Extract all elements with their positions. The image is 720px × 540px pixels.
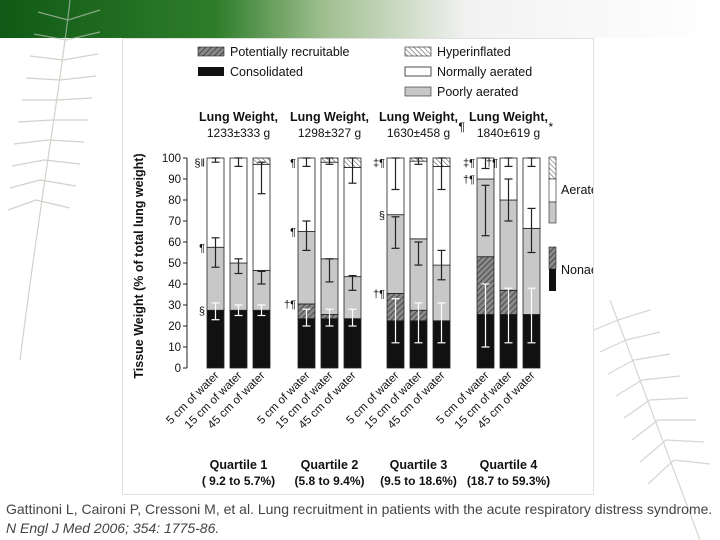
nonaerated-swatch-recruitable — [548, 246, 557, 270]
citation: Gattinoni L, Caironi P, Cressoni M, et a… — [6, 500, 714, 538]
group-weight-label: Lung Weight, — [469, 110, 548, 124]
quartile-label: Quartile 3 — [390, 458, 448, 472]
group-weight-mark: ¶ — [459, 120, 465, 134]
y-tick-label: 10 — [168, 342, 181, 354]
legend-swatch-recruitable — [197, 46, 225, 57]
quartile-label: Quartile 4 — [480, 458, 538, 472]
y-tick-label: 40 — [168, 279, 181, 291]
significance-mark-top: §‖ — [194, 157, 205, 169]
quartile-label: Quartile 1 — [210, 458, 268, 472]
legend-swatch-poorly-aerated — [404, 86, 432, 97]
significance-mark-low: †¶ — [373, 289, 385, 301]
y-tick-label: 70 — [168, 216, 181, 228]
significance-mark-top: ‡¶ — [463, 157, 475, 169]
legend-label-normally-aerated: Normally aerated — [437, 65, 532, 79]
legend-item-potentially-recruitable: Potentially recruitable — [197, 45, 350, 59]
group-weight-mark: * — [549, 120, 554, 134]
y-tick-label: 100 — [162, 153, 181, 165]
group-weight-value: 1233±333 g — [207, 126, 270, 140]
group-weight-label: Lung Weight, — [290, 110, 369, 124]
tissue-weight-chart: Potentially recruitable Consolidated Hyp… — [132, 45, 593, 488]
y-tick-label: 80 — [168, 195, 181, 207]
legend-item-poorly-aerated: Poorly aerated — [404, 85, 518, 99]
significance-mark-mid: ¶ — [199, 242, 205, 254]
significance-mark-low: †¶ — [284, 299, 296, 311]
bar-segment-normal — [409, 160, 428, 240]
legend-label-poorly-aerated: Poorly aerated — [437, 85, 518, 99]
group-weight-label: Lung Weight, — [379, 110, 458, 124]
y-tick-label: 0 — [175, 363, 181, 375]
fern-decoration-right — [593, 300, 711, 540]
group-weight-label: Lung Weight, — [199, 110, 278, 124]
quartile-range: (18.7 to 59.3%) — [467, 474, 550, 488]
legend-label-aerated: Aerated — [561, 183, 593, 197]
legend-top: Potentially recruitable Consolidated Hyp… — [197, 45, 532, 99]
quartile-range: (9.5 to 18.6%) — [380, 474, 457, 488]
quartile-label: Quartile 2 — [301, 458, 359, 472]
bar-segment-normal — [343, 167, 362, 278]
legend-label-consolidated: Consolidated — [230, 65, 303, 79]
legend-swatch-hyperinflated — [404, 46, 432, 57]
significance-mark-top: †¶ — [486, 157, 498, 169]
header-gradient-band — [0, 0, 720, 38]
significance-mark-mid: †¶ — [463, 174, 475, 186]
group-weight-value: 1298±327 g — [298, 126, 361, 140]
legend-item-hyperinflated: Hyperinflated — [404, 45, 511, 59]
legend-right: Aerated Nonaerated — [548, 156, 593, 291]
quartile-range: ( 9.2 to 5.7%) — [202, 474, 275, 488]
bar-segment-normal — [229, 157, 248, 264]
quartile-range: (5.8 to 9.4%) — [294, 474, 364, 488]
y-tick-label: 60 — [168, 237, 181, 249]
group-weight-value: 1840±619 g — [477, 126, 540, 140]
citation-text: Gattinoni L, Caironi P, Cressoni M, et a… — [6, 501, 713, 517]
aerated-swatch-poorly — [548, 201, 557, 224]
chart-panel: Potentially recruitable Consolidated Hyp… — [122, 38, 594, 495]
y-tick-label: 50 — [168, 258, 181, 270]
significance-mark-top: ‡¶ — [373, 157, 385, 169]
legend-label-nonaerated: Nonaerated — [561, 263, 593, 277]
plot-area: 0 10 20 30 40 50 60 70 80 90 100 Lung Weight, 1233±3… — [162, 110, 554, 488]
y-tick-label: 30 — [168, 300, 181, 312]
legend-item-consolidated: Consolidated — [198, 65, 303, 79]
fern-decoration-left — [7, 0, 101, 360]
aerated-swatch-normal — [548, 178, 557, 203]
legend-label-hyperinflated: Hyperinflated — [437, 45, 511, 59]
aerated-swatch-hyperinflated — [548, 156, 557, 180]
group-weight-value: 1630±458 g — [387, 126, 450, 140]
significance-mark-low: § — [199, 305, 205, 317]
legend-label-recruitable: Potentially recruitable — [230, 45, 350, 59]
legend-swatch-normally-aerated — [404, 66, 432, 77]
significance-mark-top: ¶ — [290, 157, 296, 169]
bar-segment-consolidated — [252, 309, 271, 369]
bar-segment-normal — [320, 161, 339, 260]
bar-segment-normal — [206, 157, 225, 248]
y-axis-label: Tissue Weight (% of total lung weight) — [132, 153, 146, 378]
legend-item-normally-aerated: Normally aerated — [404, 65, 532, 79]
citation-journal: N Engl J Med 2006; 354: 1775-86. — [6, 520, 220, 536]
nonaerated-swatch-consolidated — [549, 269, 556, 291]
y-tick-label: 20 — [168, 321, 181, 333]
legend-swatch-consolidated — [198, 67, 224, 76]
y-tick-label: 90 — [168, 174, 181, 186]
significance-mark-mid: § — [379, 210, 385, 222]
bar-segment-consolidated — [229, 309, 248, 369]
significance-mark-mid: ¶ — [290, 227, 296, 239]
